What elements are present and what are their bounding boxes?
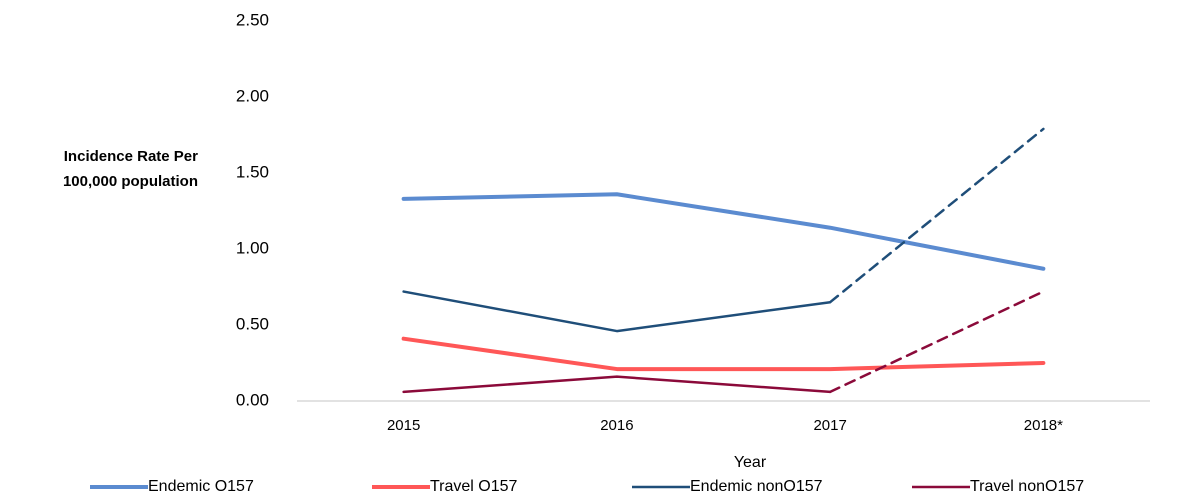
series-line	[401, 192, 1046, 271]
legend-label: Travel nonO157	[970, 478, 1084, 495]
legend-label: Endemic nonO157	[690, 478, 823, 495]
x-tick-label: 2017	[813, 417, 846, 434]
y-tick-label: 2.00	[236, 86, 269, 105]
series-line	[402, 290, 832, 333]
series-line-dashed	[828, 290, 1045, 394]
y-axis-label: 100,000 population	[63, 173, 198, 190]
x-tick-label: 2015	[387, 417, 420, 434]
series-line	[401, 336, 1046, 372]
x-tick-label: 2018*	[1024, 417, 1063, 434]
x-axis-label: Year	[734, 454, 767, 471]
legend-label: Travel O157	[430, 478, 518, 495]
series-line	[402, 375, 832, 394]
x-tick-label: 2016	[600, 417, 633, 434]
y-tick-label: 0.50	[236, 314, 269, 333]
y-tick-label: 2.50	[236, 10, 269, 29]
legend-label: Endemic O157	[148, 478, 254, 495]
series-line-dashed	[828, 127, 1045, 304]
y-tick-label: 1.00	[236, 238, 269, 257]
y-axis-label: Incidence Rate Per	[64, 148, 198, 165]
y-tick-label: 0.00	[236, 390, 269, 409]
y-tick-label: 1.50	[236, 162, 269, 181]
